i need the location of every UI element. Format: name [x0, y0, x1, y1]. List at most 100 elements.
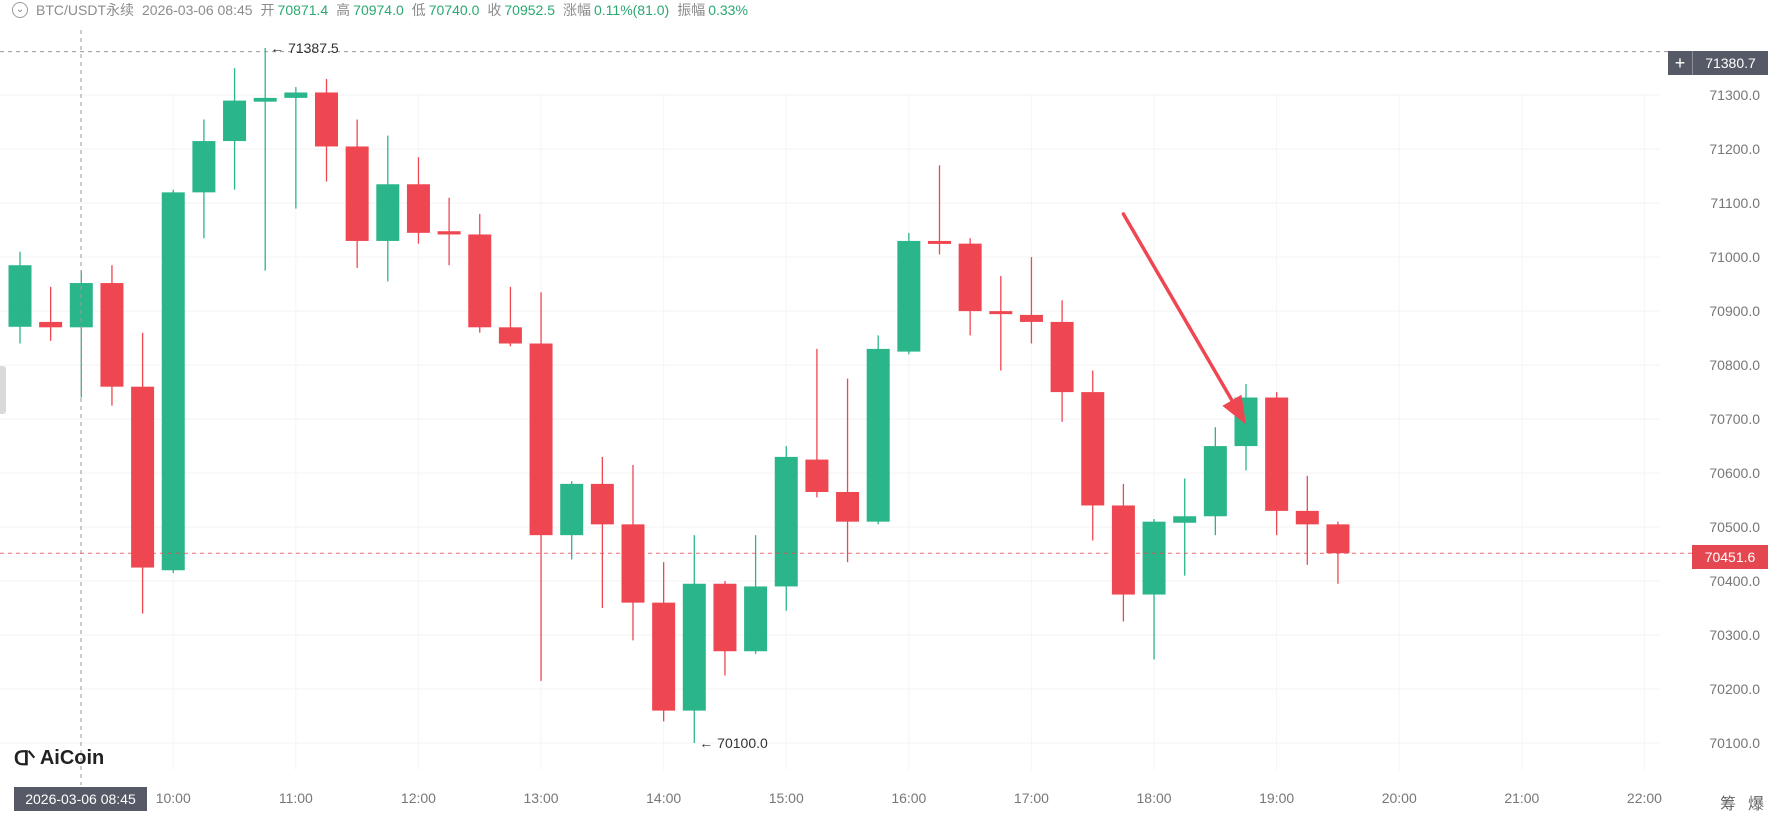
candle: [560, 481, 584, 560]
candle: [406, 157, 430, 244]
candle: [590, 456, 614, 609]
candle-body: [1081, 392, 1105, 506]
candle: [8, 251, 32, 344]
y-tick-label: 70400.0: [1709, 573, 1760, 589]
logo-text: AiCoin: [39, 747, 105, 769]
symbol-label: BTC/USDT永续: [36, 2, 134, 18]
trend-arrow-head: [1222, 394, 1246, 425]
candle: [437, 197, 461, 266]
candle-body: [1326, 524, 1350, 554]
candle: [866, 335, 890, 525]
candle: [345, 119, 369, 268]
close-label: 收: [487, 2, 502, 18]
candle: [744, 535, 768, 654]
high-value: 70974.0: [353, 2, 404, 18]
candle: [253, 47, 277, 271]
x-tick-label: 15:00: [769, 790, 804, 806]
add-alert-plus-icon[interactable]: +: [1668, 51, 1693, 75]
amplitude-value: 0.33%: [708, 2, 748, 18]
y-tick-label: 70200.0: [1709, 681, 1760, 697]
trend-arrow-shaft: [1121, 212, 1234, 403]
candle-body: [8, 265, 32, 327]
collapse-toggle-icon[interactable]: ⌄: [12, 2, 28, 18]
annotations-layer: ← 71387.5 ← 70100.0: [270, 40, 1246, 751]
candle: [131, 332, 155, 614]
candle-body: [1019, 314, 1043, 322]
x-tick-label: 12:00: [401, 790, 436, 806]
chips-label[interactable]: 筹: [1720, 796, 1737, 813]
candle: [39, 286, 63, 341]
side-panel-handle[interactable]: [0, 366, 6, 414]
low-value: 70740.0: [428, 2, 480, 18]
x-tick-label: 22:00: [1627, 790, 1662, 806]
x-tick-label: 14:00: [646, 790, 681, 806]
candle: [468, 213, 492, 333]
candle: [376, 135, 400, 282]
x-tick-label: 17:00: [1014, 790, 1049, 806]
x-tick-label: 13:00: [524, 790, 559, 806]
low-label: 低: [411, 2, 426, 18]
crosshair-price-tag[interactable]: + 71380.7: [1668, 51, 1768, 75]
candle: [713, 581, 737, 676]
high-marker-label: ← 71387.5: [270, 40, 339, 56]
grid-lines: [0, 94, 1660, 770]
candle-body: [376, 184, 400, 241]
y-tick-label: 71300.0: [1709, 87, 1760, 103]
close-value: 70952.5: [504, 2, 555, 18]
x-tick-label: 18:00: [1137, 790, 1172, 806]
candle-body: [958, 243, 982, 312]
y-tick-label: 70900.0: [1709, 303, 1760, 319]
candle: [1173, 478, 1197, 576]
x-tick-label: 11:00: [279, 790, 313, 806]
y-tick-label: 70300.0: [1709, 627, 1760, 643]
candle: [498, 286, 522, 347]
candle-body: [529, 343, 553, 536]
open-label: 开: [260, 2, 275, 18]
candle-body: [39, 321, 63, 328]
candle-body: [805, 459, 829, 492]
candle-body: [1111, 505, 1135, 595]
candle: [682, 535, 706, 744]
candle-body: [1050, 321, 1074, 393]
candle-body: [406, 184, 430, 233]
candle: [652, 562, 676, 722]
y-tick-label: 70800.0: [1709, 357, 1760, 373]
candle: [223, 68, 247, 190]
y-tick-label: 71200.0: [1709, 141, 1760, 157]
price-lines-layer: [0, 30, 1692, 785]
x-tick-label: 20:00: [1382, 790, 1417, 806]
x-axis: 10:00 11:00 12:00 13:00 14:00 15:00 16:00 17:00…: [156, 790, 1662, 806]
high-label: 高: [336, 2, 351, 18]
liquidation-label[interactable]: 爆: [1748, 796, 1765, 813]
candle-body: [1142, 521, 1166, 595]
candle-body: [1295, 510, 1319, 525]
candle-body: [468, 234, 492, 328]
candle: [958, 238, 982, 336]
candle-body: [253, 97, 277, 102]
candle: [1019, 257, 1043, 344]
candle-body: [744, 586, 768, 652]
amplitude-label: 振幅: [677, 2, 706, 18]
candle-body: [100, 283, 124, 387]
x-tick-label: 21:00: [1504, 790, 1539, 806]
candles-layer: [8, 47, 1350, 744]
candle: [1295, 475, 1319, 565]
candle-body: [928, 240, 951, 244]
candle-body: [498, 327, 522, 344]
aicoin-logo-icon: ᗡᐠ: [14, 748, 36, 770]
aicoin-logo: ᗡᐠ AiCoin: [14, 746, 104, 771]
candle: [774, 446, 798, 611]
candle: [315, 78, 338, 182]
candle-body: [621, 524, 645, 603]
candle-body: [866, 348, 890, 522]
candle: [1081, 370, 1105, 541]
open-value: 70871.4: [277, 2, 329, 18]
candle-body: [897, 240, 921, 352]
x-tick-label: 16:00: [891, 790, 926, 806]
y-axis: 70100.0 70200.0 70300.0 70400.0 70500.0 70600…: [1709, 87, 1760, 751]
candle-body: [836, 491, 860, 522]
candle-body: [652, 602, 676, 711]
x-tick-label: 10:00: [156, 790, 191, 806]
candle-body: [989, 311, 1013, 315]
